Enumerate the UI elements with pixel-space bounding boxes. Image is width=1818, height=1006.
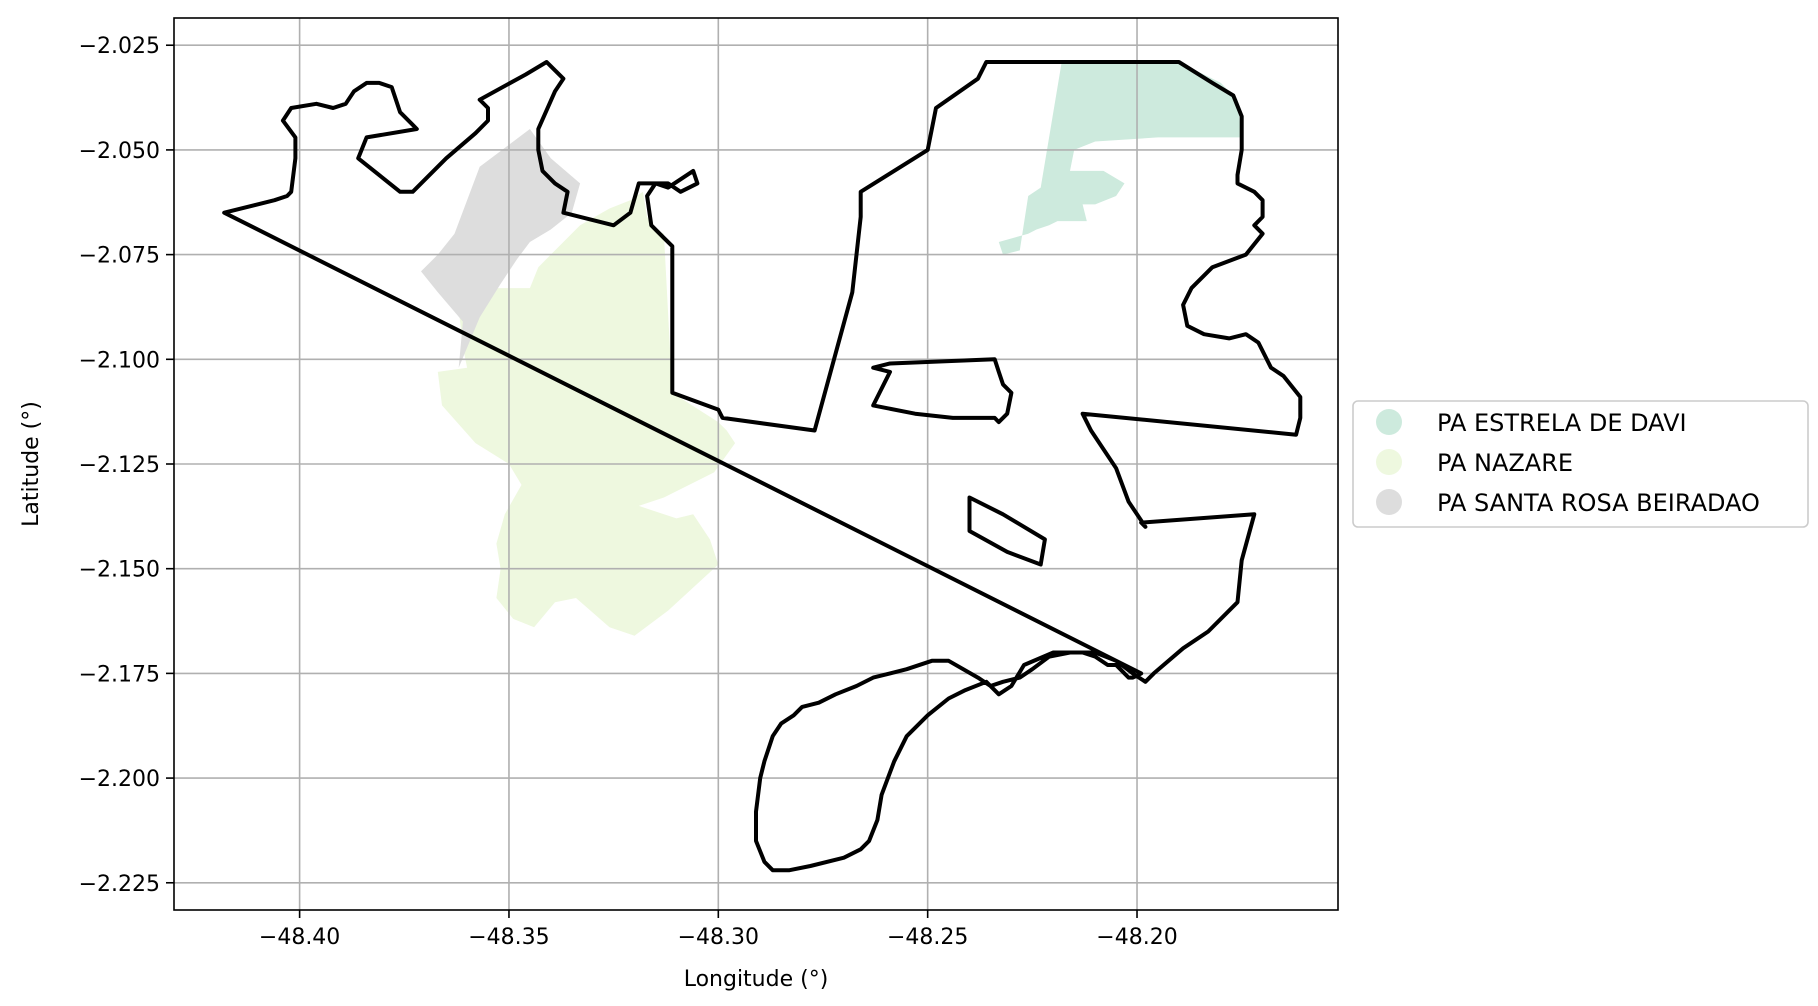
legend-label-0: PA ESTRELA DE DAVI xyxy=(1437,409,1687,437)
y-tick-label-6: −2.175 xyxy=(79,662,160,687)
y-tick-label-0: −2.025 xyxy=(79,34,160,59)
boundary-outline-0 xyxy=(222,60,1303,873)
municipality-outlines xyxy=(222,60,1303,873)
legend-label-2: PA SANTA ROSA BEIRADAO xyxy=(1437,489,1760,517)
y-tick-label-7: −2.200 xyxy=(79,767,160,792)
x-tick-label-3: −48.25 xyxy=(887,925,968,950)
y-tick-label-8: −2.225 xyxy=(79,872,160,897)
region-pa-santa-rosa-beiradao-0 xyxy=(421,129,581,368)
legend-marker-0 xyxy=(1376,409,1402,435)
boundary-outline-2 xyxy=(967,495,1047,567)
y-tick-label-4: −2.125 xyxy=(79,453,160,478)
boundary-outline-1 xyxy=(871,357,1014,425)
y-axis-title: Latitude (°) xyxy=(19,401,44,527)
y-tick-label-2: −2.075 xyxy=(79,244,160,269)
legend-marker-1 xyxy=(1376,449,1402,475)
y-tick-label-1: −2.050 xyxy=(79,139,160,164)
x-tick-label-2: −48.30 xyxy=(678,925,759,950)
x-tick-label-1: −48.35 xyxy=(468,925,549,950)
y-axis-ticks: −2.025 −2.050 −2.075 −2.100 −2.125 −2.150 −2.1… xyxy=(79,34,174,897)
x-tick-label-4: −48.20 xyxy=(1096,925,1177,950)
region-pa-estrela-de-davi-0 xyxy=(998,62,1242,255)
grid-lines xyxy=(174,18,1338,910)
x-tick-label-0: −48.40 xyxy=(259,925,340,950)
x-axis-ticks: −48.40 −48.35 −48.30 −48.25 −48.20 xyxy=(259,910,1178,950)
legend-marker-2 xyxy=(1376,489,1402,515)
legend-box xyxy=(1352,400,1809,528)
y-tick-label-5: −2.150 xyxy=(79,558,160,583)
x-axis-title: Longitude (°) xyxy=(684,967,829,992)
legend-label-1: PA NAZARE xyxy=(1437,449,1573,477)
region-fills xyxy=(421,62,1242,636)
region-pa-nazare-0 xyxy=(437,191,736,636)
y-tick-label-3: −2.100 xyxy=(79,348,160,373)
legend: PA ESTRELA DE DAVI PA NAZARE PA SANTA ROSA… xyxy=(1352,400,1809,528)
